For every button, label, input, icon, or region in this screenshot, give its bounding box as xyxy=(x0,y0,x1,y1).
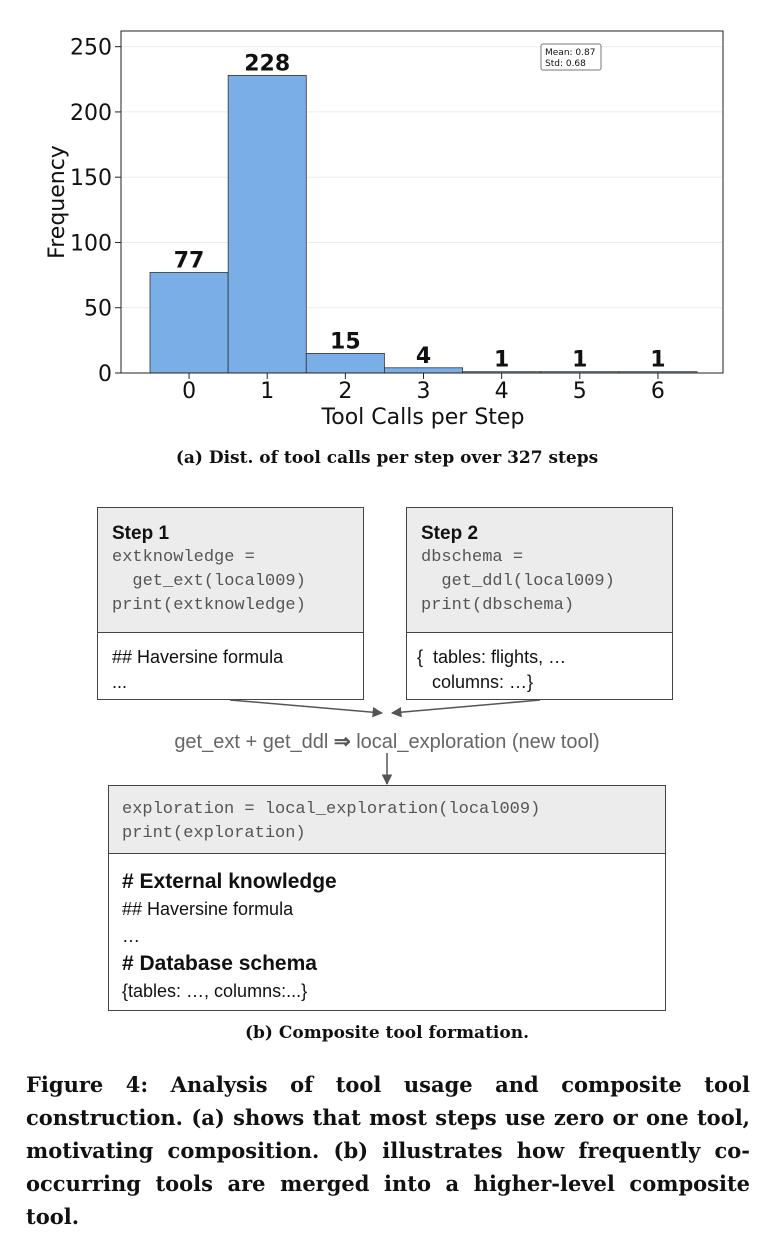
composite-output-area: # External knowledge ## Haversine formul… xyxy=(109,854,665,1005)
histogram-bar xyxy=(227,74,307,374)
axis-layer: 0 50 100 150 200 250 0 1 2 3 4 5 6 xyxy=(70,30,724,404)
connector-arrows xyxy=(229,699,541,786)
composite-output-line: … xyxy=(122,926,140,946)
compose-arrow-icon: ⇒ xyxy=(333,731,351,753)
step2-title: Step 2 xyxy=(421,523,479,544)
y-tick-label: 100 xyxy=(70,231,112,256)
x-tick-label: 6 xyxy=(651,379,665,404)
grid-layer xyxy=(121,46,723,309)
step1-box: Step 1 extknowledge = get_ext(local009) … xyxy=(97,507,364,700)
compose-label: get_ext + get_ddl ⇒ local_exploration (n… xyxy=(0,729,774,754)
composite-code-area: exploration = local_exploration(local009… xyxy=(109,786,665,854)
step1-output-area: ## Haversine formula ... xyxy=(98,633,363,695)
x-tick-label: 2 xyxy=(338,379,352,404)
x-tick-label: 1 xyxy=(260,379,274,404)
panel-a-caption: (a) Dist. of tool calls per step over 32… xyxy=(175,448,599,468)
step2-output-line: columns: …} xyxy=(417,672,534,692)
y-tick-label: 50 xyxy=(84,297,112,322)
step1-code-line: print(extknowledge) xyxy=(112,596,306,615)
y-axis-label: Frequency xyxy=(45,145,70,259)
bar-value-label: 1 xyxy=(650,348,665,373)
panel-b-caption: (b) Composite tool formation. xyxy=(244,1023,530,1043)
bar-value-label: 77 xyxy=(174,248,205,273)
composite-output-line: {tables: …, columns:...} xyxy=(122,981,308,1001)
composite-code-line: print(exploration) xyxy=(122,824,306,843)
composite-code-line: exploration = local_exploration(local009… xyxy=(122,800,541,819)
x-tick-label: 4 xyxy=(495,379,509,404)
stats-box: Mean: 0.87 Std: 0.68 xyxy=(540,43,602,71)
plot-frame xyxy=(120,30,724,374)
label-layer: 77 228 15 4 1 1 1 xyxy=(174,51,666,372)
composite-output-heading: # External knowledge xyxy=(122,870,337,893)
x-tick-label: 0 xyxy=(182,379,196,404)
step1-output-line: ... xyxy=(112,672,128,692)
step2-code-line: print(dbschema) xyxy=(421,596,575,615)
step2-code-area: Step 2 dbschema = get_ddl(local009) prin… xyxy=(407,508,672,633)
merge-arrow-left xyxy=(229,699,384,718)
bar-value-label: 1 xyxy=(572,348,587,373)
bar-layer xyxy=(149,74,698,374)
stats-std: Std: 0.68 xyxy=(545,59,586,69)
composite-output-heading: # Database schema xyxy=(122,952,317,975)
bar-value-label: 15 xyxy=(330,329,361,354)
step1-code-area: Step 1 extknowledge = get_ext(local009) … xyxy=(98,508,363,633)
histogram-bar xyxy=(305,353,385,374)
y-tick-label: 150 xyxy=(70,166,112,191)
compose-left: get_ext + get_ddl xyxy=(174,731,329,753)
step2-output-line: { tables: flights, … xyxy=(417,647,567,667)
step2-code-line: get_ddl(local009) xyxy=(421,572,615,591)
figure-caption: Figure 4: Analysis of tool usage and com… xyxy=(26,1072,750,1229)
y-tick-label: 0 xyxy=(98,362,112,387)
x-tick-label: 3 xyxy=(417,379,431,404)
x-tick-label: 5 xyxy=(573,379,587,404)
step2-box: Step 2 dbschema = get_ddl(local009) prin… xyxy=(406,507,673,700)
compose-right: local_exploration (new tool) xyxy=(356,731,600,753)
histogram-bar xyxy=(149,272,229,374)
bar-value-label: 1 xyxy=(494,348,509,373)
composite-output-line: ## Haversine formula xyxy=(122,899,294,919)
bar-value-label: 4 xyxy=(416,344,431,369)
step1-code-line: get_ext(local009) xyxy=(112,572,306,591)
bar-value-label: 228 xyxy=(244,51,290,76)
tool-calls-histogram: 0 50 100 150 200 250 0 1 2 3 4 5 6 77 228 15 4 1 1 1 Tool … xyxy=(45,30,724,430)
step1-code-line: extknowledge = xyxy=(112,548,255,567)
stats-mean: Mean: 0.87 xyxy=(545,48,595,58)
y-tick-label: 200 xyxy=(70,101,112,126)
step2-code-line: dbschema = xyxy=(421,548,524,567)
composite-tool-box: exploration = local_exploration(local009… xyxy=(108,785,666,1011)
merge-arrow-right xyxy=(390,699,541,718)
step1-output-line: ## Haversine formula xyxy=(112,647,284,667)
y-tick-label: 250 xyxy=(70,36,112,61)
step2-output-area: { tables: flights, … columns: …} xyxy=(407,633,672,695)
step1-title: Step 1 xyxy=(112,523,170,544)
x-axis-label: Tool Calls per Step xyxy=(321,405,525,430)
